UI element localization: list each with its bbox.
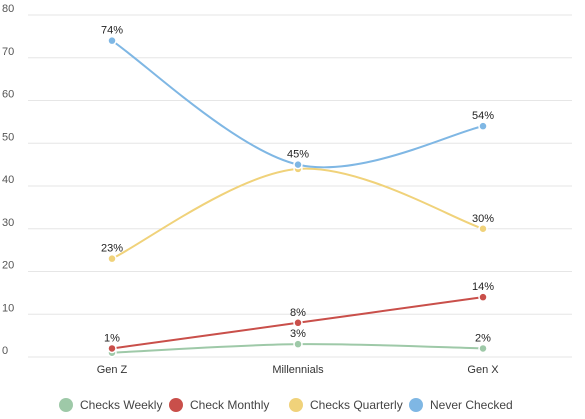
data-label-checks-weekly: 2% [475, 332, 491, 344]
data-label-never-checked: 54% [472, 110, 494, 122]
legend-item-checks-weekly[interactable]: Checks Weekly [59, 398, 162, 412]
data-point-checks-weekly[interactable] [293, 339, 303, 349]
data-label-never-checked: 45% [287, 149, 309, 161]
x-category-label: Millennials [272, 364, 324, 376]
data-label-checks-quarterly: 23% [101, 243, 123, 255]
data-point-checks-weekly[interactable] [478, 343, 488, 354]
legend-swatch [409, 398, 423, 412]
y-tick-label: 80 [2, 3, 14, 15]
data-label-checks-quarterly: 30% [472, 213, 494, 225]
legend-swatch [59, 398, 73, 412]
y-tick-label: 70 [2, 46, 14, 58]
data-point-check-monthly[interactable] [107, 343, 117, 354]
data-label-checks-weekly: 3% [290, 328, 306, 340]
series-layer [107, 35, 488, 358]
legend-label: Checks Weekly [80, 398, 162, 412]
data-label-never-checked: 74% [101, 25, 123, 37]
y-tick-label: 60 [2, 89, 14, 101]
data-label-check-monthly: 1% [104, 332, 120, 344]
series-line-checks-quarterly [111, 167, 484, 260]
grid-layer [28, 14, 572, 358]
y-axis-ticks: 0 10 20 30 40 50 60 70 80 [2, 3, 14, 357]
data-labels: 3% 2% 1% 8% 14% 23% 30% 74% 45% 54% [101, 25, 494, 345]
data-point-never-checked[interactable] [293, 159, 303, 170]
data-point-checks-quarterly[interactable] [107, 253, 117, 264]
data-point-never-checked[interactable] [107, 35, 117, 46]
legend-label: Never Checked [430, 398, 513, 412]
series-checks-quarterly [107, 164, 488, 264]
data-label-check-monthly: 14% [472, 281, 494, 293]
y-tick-label: 30 [2, 217, 14, 229]
legend-swatch [289, 398, 303, 412]
x-category-label: Gen X [467, 364, 499, 376]
data-point-checks-quarterly[interactable] [478, 224, 488, 234]
legend-swatch [169, 398, 183, 412]
y-tick-label: 20 [2, 260, 14, 272]
y-tick-label: 0 [2, 345, 8, 357]
x-axis-categories: Gen Z Millennials Gen X [97, 364, 500, 376]
data-point-check-monthly[interactable] [293, 318, 303, 328]
y-tick-label: 10 [2, 302, 14, 314]
legend-item-checks-quarterly[interactable]: Checks Quarterly [289, 398, 403, 412]
x-category-label: Gen Z [97, 364, 128, 376]
legend: Checks Weekly Check Monthly Checks Quarter… [59, 398, 513, 412]
data-point-check-monthly[interactable] [478, 292, 488, 302]
y-tick-label: 50 [2, 131, 14, 143]
y-tick-label: 40 [2, 174, 14, 186]
legend-item-check-monthly[interactable]: Check Monthly [169, 398, 269, 412]
series-check-monthly [107, 292, 488, 354]
legend-item-never-checked[interactable]: Never Checked [409, 398, 513, 412]
data-label-check-monthly: 8% [290, 307, 306, 319]
legend-label: Check Monthly [190, 398, 269, 412]
legend-label: Checks Quarterly [310, 398, 403, 412]
data-point-never-checked[interactable] [478, 121, 488, 131]
series-checks-weekly [107, 339, 488, 358]
series-never-checked [107, 35, 488, 170]
